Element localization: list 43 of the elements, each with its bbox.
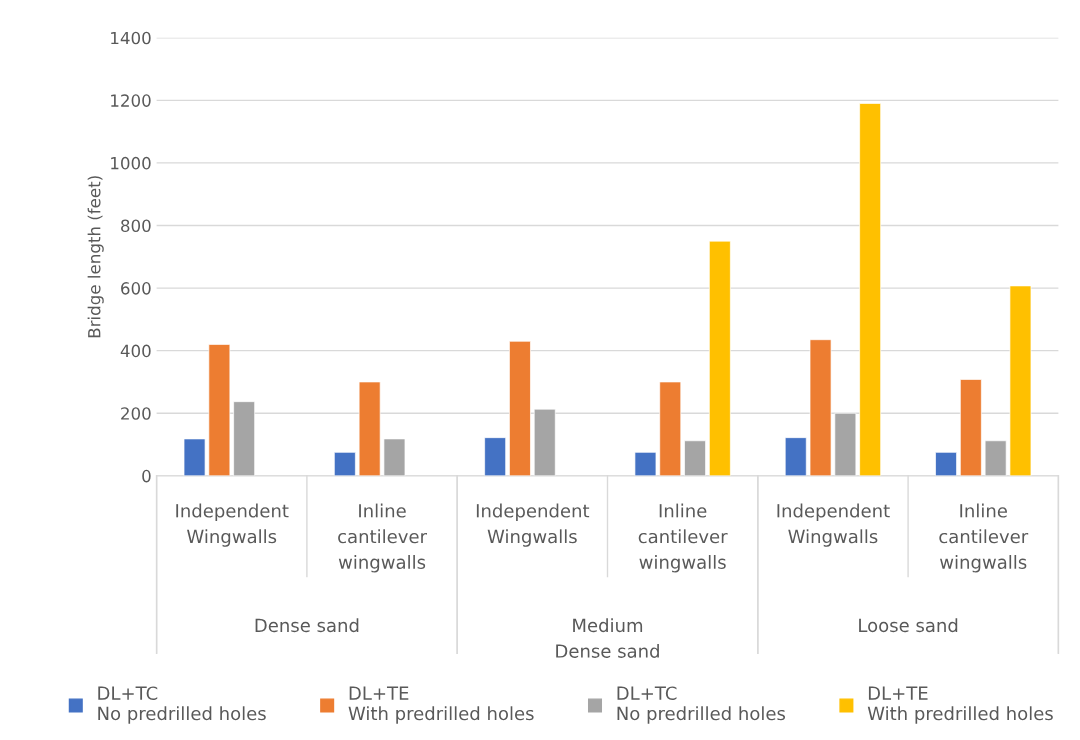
y-tick-label: 400 [120,344,151,358]
bar [358,381,381,476]
text: Loose sand [859,618,958,633]
bar [1009,285,1032,476]
legend-label: DL+TC No predrilled holes [98,686,266,724]
x-tick-label: Independent Wingwalls [476,503,590,547]
x-tick-label: Independent Wingwalls [777,503,890,547]
bar [183,438,206,476]
legend-label: DL+TE With predrilled holes [867,686,1053,724]
legend-label: DL+TE With predrilled holes [348,686,534,724]
y-axis-title: Bridge length (feet) [87,176,104,338]
legend-label: DL+TC No predrilled holes [617,686,786,724]
bar [509,340,531,476]
bar [659,381,682,476]
y-tick-label: 0 [142,469,151,483]
x-tick-label: Inline cantilever wingwalls [638,503,728,573]
bar [383,438,406,476]
bar [935,452,957,476]
x-tick-label: Independent Wingwalls [176,503,289,547]
bar [959,379,982,476]
y-tick-label: 800 [121,219,151,233]
bar [859,103,882,476]
bar [984,440,1007,476]
y-tick-label: 600 [121,282,151,295]
bar [208,344,231,476]
y-tick-label: 200 [121,407,151,420]
bar [333,452,356,476]
y-tick-label: 1400 [111,31,151,45]
bar [708,240,731,476]
bar [684,440,706,476]
bar [834,412,857,476]
x-tick-label: Inline cantilever wingwalls [939,503,1029,573]
bar [634,452,657,476]
text: Medium Dense sand [556,618,659,658]
x-tick-label: Inline cantilever wingwalls [338,503,427,573]
bar [233,401,256,476]
bar [484,437,507,476]
bar [533,408,556,476]
y-tick-label: 1200 [111,94,151,107]
bar [784,437,807,476]
bar [809,339,832,476]
y-tick-label: 1000 [111,156,151,170]
text: Dense sand [255,618,359,633]
